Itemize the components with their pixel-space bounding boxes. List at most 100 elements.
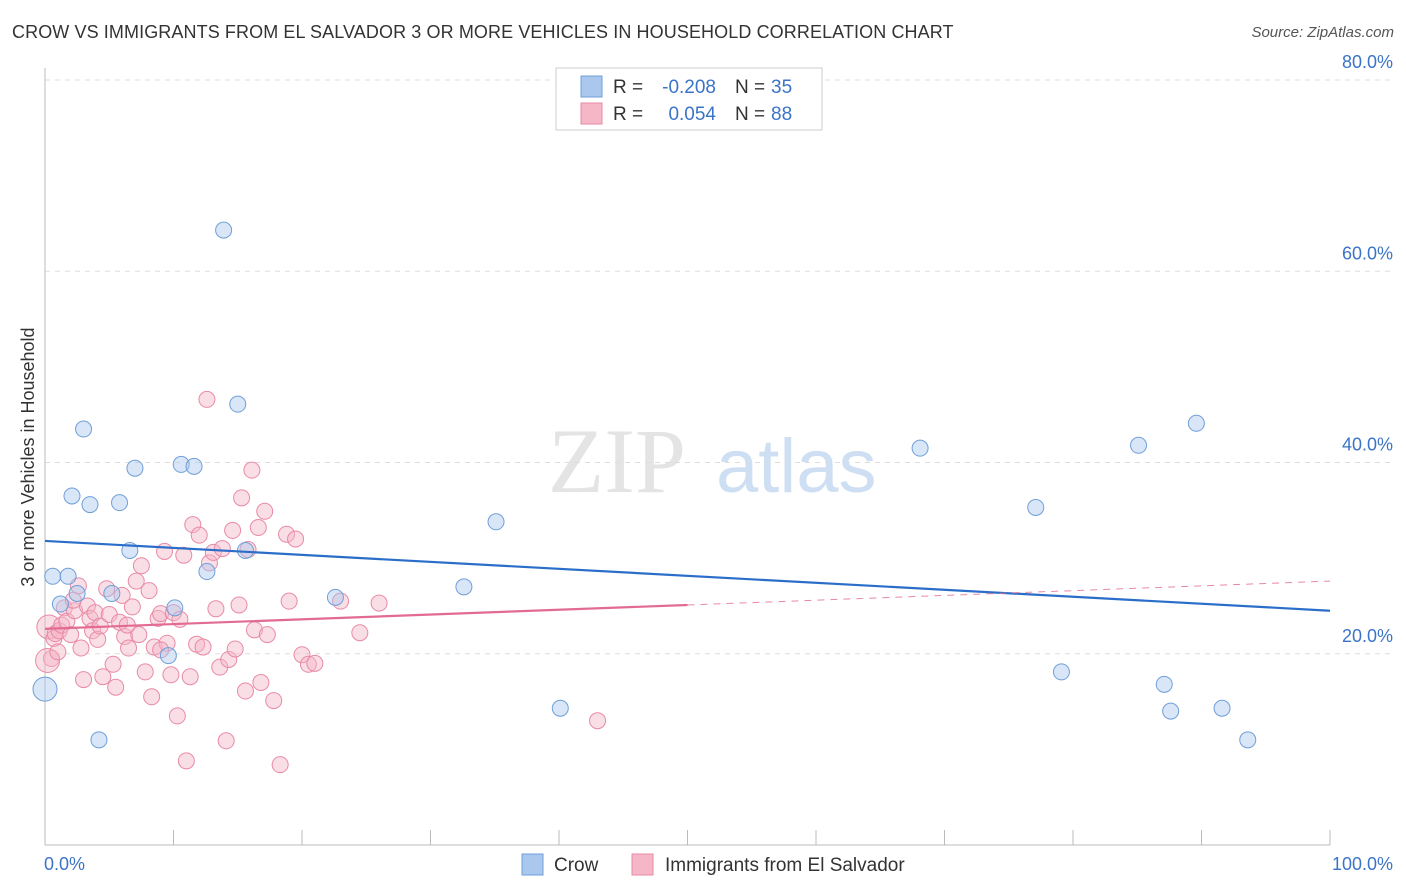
watermark-atlas: atlas	[716, 424, 877, 509]
salvador-point-53	[204, 543, 222, 561]
crow-point-30	[1162, 702, 1180, 720]
legend-r-value-crow: -0.208	[662, 77, 716, 98]
gridlines	[45, 79, 1392, 655]
crow-point-25	[911, 439, 929, 457]
crow-point-1	[44, 567, 62, 585]
salvador-point-83	[35, 647, 61, 673]
crow-point-26	[1027, 498, 1045, 516]
salvador-point-61	[230, 596, 248, 614]
salvador-point-29	[127, 572, 145, 590]
salvador-point-36	[149, 609, 167, 627]
salvador-point-65	[243, 461, 261, 479]
legend: R = -0.208 N = 35 R = 0.054 N = 88	[555, 67, 823, 131]
salvador-point-38	[156, 542, 174, 560]
salvador-point-75	[287, 530, 305, 548]
bottom-legend-swatch-salvador	[631, 853, 654, 876]
crow-point-19	[229, 395, 247, 413]
y-tick-labels: 20.0% 40.0% 60.0% 80.0%	[1342, 52, 1393, 646]
salvador-point-76	[293, 646, 311, 664]
legend-r-label-salvador: R =	[613, 104, 643, 125]
crow-point-29	[1155, 675, 1173, 693]
legend-n-label-crow: N =	[735, 77, 765, 98]
crow-point-6	[75, 420, 93, 438]
legend-n-label-salvador: N =	[735, 104, 765, 125]
crow-point-3	[59, 567, 77, 585]
salvador-point-81	[370, 594, 388, 612]
salvador-point-59	[224, 521, 242, 539]
salvador-point-56	[213, 540, 231, 558]
salvador-point-46	[181, 668, 199, 686]
crow-point-14	[166, 599, 184, 617]
crow-point-32	[1213, 699, 1231, 717]
bottom-legend-swatch-crow	[521, 853, 544, 876]
salvador-point-57	[217, 732, 235, 750]
x-tick-label-max: 100.0%	[1332, 854, 1393, 874]
crow-point-12	[126, 459, 144, 477]
crow-point-8	[90, 731, 108, 749]
crow-point-28	[1130, 436, 1148, 454]
bottom-legend-label-crow: Crow	[554, 855, 599, 876]
watermark-zip: ZIP	[548, 410, 686, 512]
salvador-point-68	[252, 673, 270, 691]
legend-swatch-crow	[580, 75, 603, 98]
bottom-legend-label-salvador: Immigrants from El Salvador	[665, 855, 905, 876]
x-tick-marks	[44, 830, 1331, 845]
salvador-point-22	[104, 655, 122, 673]
salvador-point-78	[306, 654, 324, 672]
crow-point-4	[63, 487, 81, 505]
salvador-point-51	[198, 390, 216, 408]
salvador-point-82	[589, 712, 607, 730]
source-note: Source: ZipAtlas.com	[1251, 24, 1394, 41]
salvador-point-70	[258, 626, 276, 644]
salvador-point-19	[94, 668, 112, 686]
salvador-point-23	[107, 678, 125, 696]
salvador-point-33	[140, 582, 158, 600]
crow-point-33	[1239, 731, 1257, 749]
salvador-point-44	[175, 546, 193, 564]
salvador-point-60	[226, 640, 244, 658]
salvador-point-67	[249, 519, 267, 537]
crow-point-0	[32, 676, 58, 702]
salvador-point-72	[271, 756, 289, 774]
salvador-point-16	[86, 604, 104, 622]
salvador-point-73	[278, 525, 296, 543]
trend-lines	[44, 539, 1331, 630]
salvador-point-47	[184, 516, 202, 534]
crow-point-22	[455, 578, 473, 596]
crow-point-16	[185, 457, 203, 475]
y-tick-label-80: 80.0%	[1342, 52, 1393, 72]
salvador-point-42	[168, 707, 186, 725]
crow-points	[32, 221, 1257, 749]
salvador-point-62	[233, 489, 251, 507]
salvador-point-20	[98, 580, 116, 598]
crow-point-24	[551, 699, 569, 717]
crow-point-27	[1052, 663, 1070, 681]
salvador-point-71	[265, 692, 283, 710]
crow-point-15	[172, 455, 190, 473]
legend-r-value-salvador: 0.054	[668, 104, 716, 125]
crow-point-17	[198, 563, 216, 581]
salvador-point-54	[207, 600, 225, 618]
salvador-point-32	[136, 663, 154, 681]
salvador-point-49	[190, 526, 208, 544]
crow-point-10	[111, 494, 129, 512]
salvador-point-8	[62, 626, 80, 644]
crow-point-9	[103, 585, 121, 603]
salvador-trend-line	[44, 603, 688, 630]
salvador-point-30	[130, 626, 148, 644]
salvador-point-74	[280, 592, 298, 610]
y-tick-label-40: 40.0%	[1342, 435, 1393, 455]
legend-n-value-salvador: 88	[771, 104, 792, 125]
salvador-point-34	[143, 688, 161, 706]
y-tick-label-20: 20.0%	[1342, 626, 1393, 646]
legend-n-value-crow: 35	[771, 77, 792, 98]
crow-point-23	[487, 513, 505, 531]
legend-r-label-crow: R =	[613, 77, 643, 98]
salvador-points	[35, 390, 607, 774]
salvador-point-77	[299, 655, 317, 673]
crow-point-18	[215, 221, 233, 239]
salvador-point-58	[220, 650, 238, 668]
salvador-point-40	[162, 666, 180, 684]
salvador-point-45	[177, 752, 195, 770]
